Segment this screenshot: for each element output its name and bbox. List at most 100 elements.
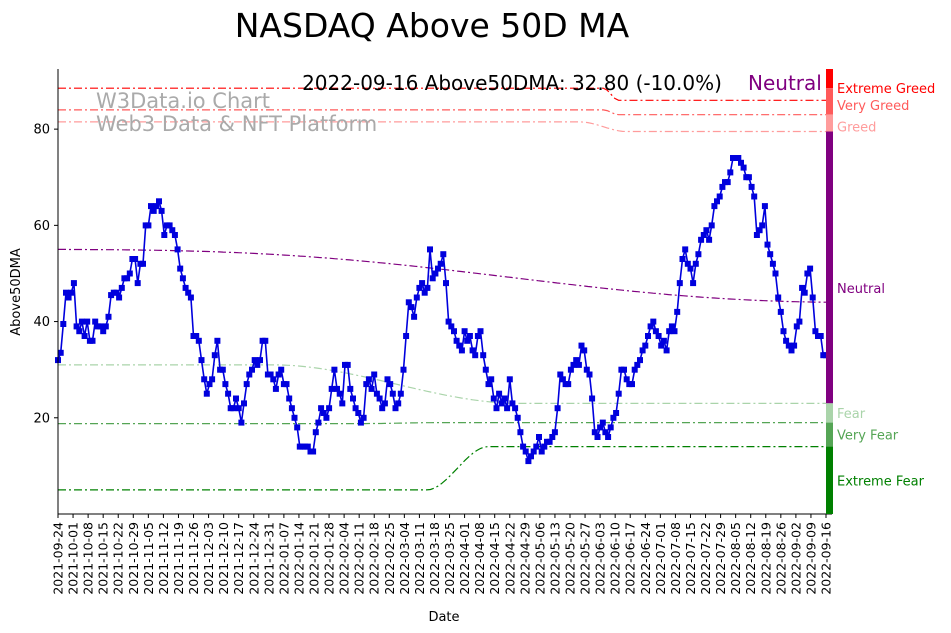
data-series [55,155,829,465]
data-point [219,366,226,373]
data-point [270,376,277,383]
data-point [551,429,558,436]
data-point [145,222,152,229]
data-point [610,414,617,421]
data-point [68,289,75,296]
x-tick-label: 2022-04-29 [517,522,532,595]
watermark: W3Data.io Chart Web3 Data & NFT Platform [96,89,377,136]
data-point [724,179,731,186]
data-point [249,366,255,373]
data-point [684,260,691,267]
data-point [488,376,495,383]
data-point [304,443,311,450]
data-point [113,289,120,296]
data-point [557,371,564,378]
sidebar-segment-neutral [826,131,833,404]
data-point [246,371,253,378]
sidebar-segment-greed [826,114,833,132]
sentiment-label-extreme-greed: Extreme Greed [837,82,935,97]
x-tick-label: 2022-08-26 [773,522,788,595]
data-point [384,376,391,383]
data-point [84,318,91,325]
data-point [809,294,816,301]
data-point [336,390,343,397]
x-tick-label: 2022-03-18 [427,522,442,595]
data-point [177,265,184,272]
data-point [480,352,487,359]
data-point [443,280,449,287]
data-point [315,419,322,426]
data-point [403,333,410,339]
data-point [150,207,157,214]
data-point [427,246,433,253]
data-point [318,405,325,412]
data-point [395,400,402,407]
data-point [817,333,824,339]
sidebar-segment-very-greed [826,88,833,115]
data-point [174,246,181,253]
data-point [676,280,683,287]
data-point [602,429,609,436]
x-tick-label: 2022-09-02 [788,522,803,595]
series-line [57,157,826,464]
data-point [102,323,109,330]
data-point [520,443,527,450]
data-point [740,164,747,171]
data-point [432,270,439,277]
sentiment-label-greed: Greed [837,121,876,136]
data-point [70,280,77,287]
data-point [671,328,678,335]
data-point [493,405,500,412]
data-point [783,337,790,344]
annotation-state: Neutral [748,71,822,95]
data-point [586,371,593,378]
data-point [655,333,662,339]
data-point [63,289,69,296]
data-point [241,400,247,407]
data-point [506,376,513,383]
data-point [405,299,412,306]
data-point [591,429,598,436]
data-point [389,390,396,397]
x-tick-label: 2022-06-17 [623,522,638,595]
data-point [201,376,208,383]
data-point [477,328,484,335]
data-point [161,232,168,238]
data-point [214,337,221,344]
sidebar-segment-extreme-greed [826,69,833,89]
data-point [105,313,112,320]
data-point [791,342,798,349]
data-point [682,246,689,253]
x-tick-label: 2021-10-29 [126,522,141,595]
data-point [530,448,537,455]
data-point [328,385,335,392]
data-point [97,323,104,330]
data-point [238,419,245,426]
x-tick-label: 2021-12-03 [201,522,216,595]
data-point [187,294,194,301]
data-point [485,381,492,388]
data-point [652,328,659,335]
x-tick-label: 2022-07-08 [668,522,683,595]
data-point [185,289,192,296]
data-point [575,361,582,368]
data-point [525,458,532,465]
data-point [554,405,561,412]
y-tick-label: 60 [33,219,50,234]
data-point [294,424,301,431]
sidebar-segment-very-fear [826,422,833,447]
data-point [570,361,577,368]
data-point [658,342,665,349]
data-point [448,323,455,330]
data-point [650,318,657,325]
x-tick-label: 2022-02-04 [337,522,352,595]
data-point [230,405,237,412]
x-tick-label: 2022-07-01 [653,522,668,595]
data-point [195,337,202,344]
data-point [408,304,415,311]
data-point [233,395,239,402]
x-tick-label: 2022-01-21 [307,522,322,595]
data-point [118,284,125,291]
sentiment-band-lines [58,87,826,491]
